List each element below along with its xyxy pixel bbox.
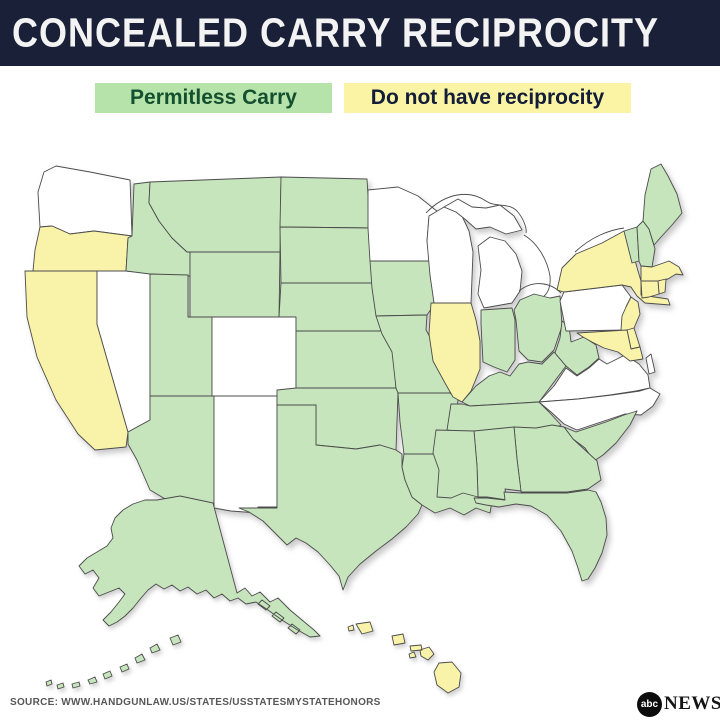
state-michigan bbox=[443, 198, 523, 309]
legend-item-permitless-carry: Permitless Carry bbox=[95, 83, 332, 113]
state-south-dakota bbox=[279, 226, 377, 284]
contiguous-us bbox=[24, 163, 684, 591]
abc-news-logo: abc NEWS bbox=[637, 691, 720, 717]
state-kansas bbox=[295, 330, 397, 389]
state-wyoming bbox=[189, 251, 281, 318]
state-georgia bbox=[513, 424, 602, 493]
state-connecticut bbox=[640, 280, 660, 299]
state-south-carolina bbox=[563, 410, 638, 462]
state-ohio bbox=[513, 293, 563, 363]
state-wisconsin bbox=[426, 206, 474, 304]
state-new-mexico bbox=[213, 395, 278, 514]
abc-news-wordmark: NEWS bbox=[664, 693, 720, 714]
legend-label: Permitless Carry bbox=[130, 86, 297, 109]
state-vermont bbox=[623, 226, 640, 264]
state-texas bbox=[238, 404, 423, 591]
state-north-carolina bbox=[538, 387, 661, 431]
state-north-dakota bbox=[279, 176, 371, 229]
title-bar: CONCEALED CARRY RECIPROCITY bbox=[0, 0, 720, 66]
state-florida bbox=[473, 489, 608, 582]
state-alabama bbox=[473, 426, 522, 501]
alaska-group bbox=[45, 495, 321, 690]
state-maine bbox=[642, 163, 683, 246]
hawaii-group bbox=[347, 621, 462, 694]
state-mississippi bbox=[432, 429, 479, 499]
state-washington bbox=[37, 165, 133, 237]
legend-label: Do not have reciprocity bbox=[370, 86, 605, 109]
state-maryland bbox=[576, 329, 644, 362]
legend-item-no-reciprocity: Do not have reciprocity bbox=[344, 83, 631, 113]
state-colorado bbox=[211, 316, 297, 397]
state-indiana bbox=[480, 307, 516, 373]
source-attribution: SOURCE: WWW.HANDGUNLAW.US/STATES/USSTATE… bbox=[10, 697, 381, 708]
state-alaska bbox=[45, 495, 321, 690]
state-hawaii bbox=[347, 621, 462, 694]
legend: Permitless Carry Do not have reciprocity bbox=[0, 83, 720, 113]
state-iowa bbox=[369, 260, 435, 317]
page-title: CONCEALED CARRY RECIPROCITY bbox=[12, 9, 660, 56]
great-lakes-outline bbox=[425, 194, 625, 297]
abc-logo-icon: abc bbox=[637, 691, 662, 717]
state-pennsylvania bbox=[559, 284, 632, 332]
